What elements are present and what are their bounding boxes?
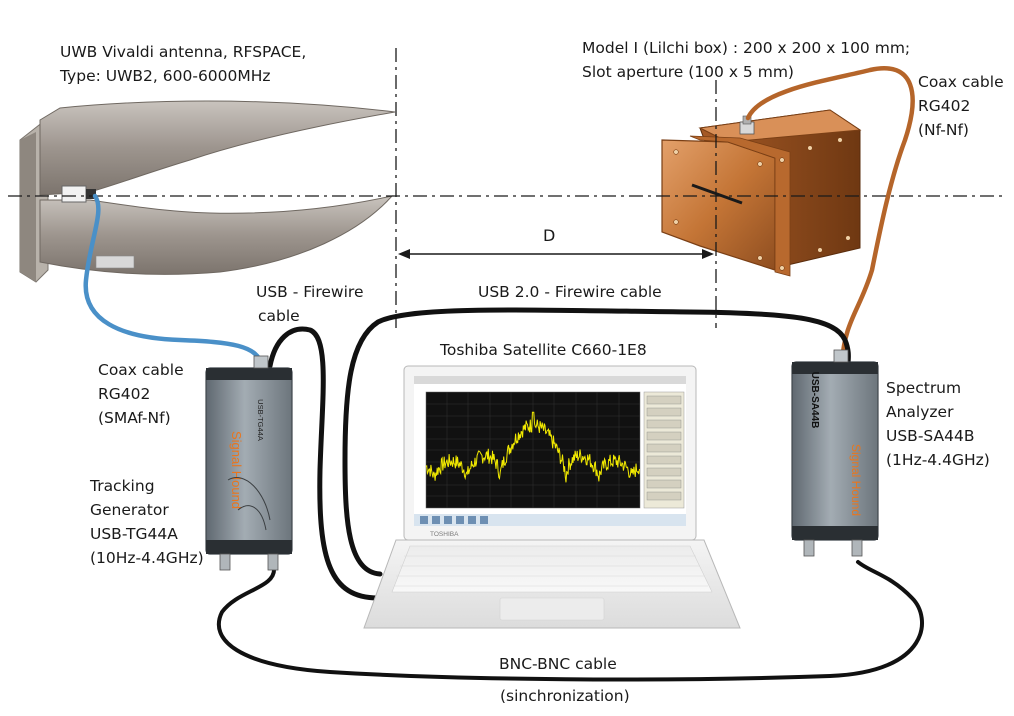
antenna-label-line-1: UWB Vivaldi antenna, RFSPACE, xyxy=(60,43,307,61)
usb20-firewire-cable xyxy=(342,307,851,577)
tg-device-text: USB-TG44A xyxy=(256,399,265,441)
tracking-label-line-4: (10Hz-4.4GHz) xyxy=(90,549,204,567)
laptop: TOSHIBA xyxy=(363,365,741,629)
sa-device-text: USB-SA44B xyxy=(809,372,820,429)
coax-right-label-line-2: RG402 xyxy=(918,97,971,115)
distance-label: D xyxy=(543,226,556,245)
coax-left-label-line-2: RG402 xyxy=(98,385,151,403)
reference-lines xyxy=(8,48,1006,328)
distance-arrow xyxy=(398,249,714,259)
coax-cable-box-to-sa xyxy=(745,66,915,365)
lilchi-box-model xyxy=(661,109,862,277)
tracking-label-line-2: Generator xyxy=(90,501,169,519)
coax-right-label: Coax cable RG402 (Nf-Nf) xyxy=(918,70,1004,142)
bnc-label: BNC-BNC cable xyxy=(499,655,617,673)
vivaldi-antenna xyxy=(19,100,396,283)
coax-left-label: Coax cable RG402 (SMAf-Nf) xyxy=(98,358,184,430)
coax-right-label-line-3: (Nf-Nf) xyxy=(918,121,969,139)
analyzer-label-line-4: (1Hz-4.4GHz) xyxy=(886,451,990,469)
coax-right-label-line-1: Coax cable xyxy=(918,73,1004,91)
coax-cable-antenna-to-tg xyxy=(83,193,265,369)
usb20-label: USB 2.0 - Firewire cable xyxy=(478,283,662,301)
tracking-label-line-1: Tracking xyxy=(90,477,155,495)
spectrum-trace xyxy=(425,411,640,483)
analyzer-label-line-1: Spectrum xyxy=(886,379,962,397)
tracking-generator-device: Signal Hound USB-TG44A xyxy=(205,355,293,571)
antenna-label: UWB Vivaldi antenna, RFSPACE, Type: UWB2… xyxy=(60,40,306,88)
laptop-label: Toshiba Satellite C660-1E8 xyxy=(440,341,647,359)
laptop-brand: TOSHIBA xyxy=(430,531,459,538)
tracking-generator-label: Tracking Generator USB-TG44A (10Hz-4.4GH… xyxy=(90,474,204,570)
spectrum-analyzer-label: Spectrum Analyzer USB-SA44B (1Hz-4.4GHz) xyxy=(886,376,990,472)
model-label: Model I (Lilchi box) : 200 x 200 x 100 m… xyxy=(582,36,910,84)
usb-firewire-label-line-2: cable xyxy=(258,307,300,325)
model-label-line-2: Slot aperture (100 x 5 mm) xyxy=(582,63,794,81)
sync-label: (sinchronization) xyxy=(500,687,630,705)
usb-firewire-label-line-1: USB - Firewire xyxy=(256,283,364,301)
analyzer-label-line-2: Analyzer xyxy=(886,403,954,421)
analyzer-label-line-3: USB-SA44B xyxy=(886,427,975,445)
usb-firewire-cable xyxy=(267,326,381,601)
usb-firewire-label: USB - Firewire cable xyxy=(256,280,363,328)
bnc-bnc-cable xyxy=(216,560,924,682)
spectrum-analyzer-device: USB-SA44B Signal Hound xyxy=(791,349,879,557)
model-label-line-1: Model I (Lilchi box) : 200 x 200 x 100 m… xyxy=(582,39,911,57)
tracking-label-line-3: USB-TG44A xyxy=(90,525,178,543)
svg-text:Signal Hound: Signal Hound xyxy=(849,444,863,516)
antenna-label-line-2: Type: UWB2, 600-6000MHz xyxy=(60,67,271,85)
svg-text:Signal Hound: Signal Hound xyxy=(229,431,244,509)
coax-left-label-line-1: Coax cable xyxy=(98,361,184,379)
coax-left-label-line-3: (SMAf-Nf) xyxy=(98,409,171,427)
